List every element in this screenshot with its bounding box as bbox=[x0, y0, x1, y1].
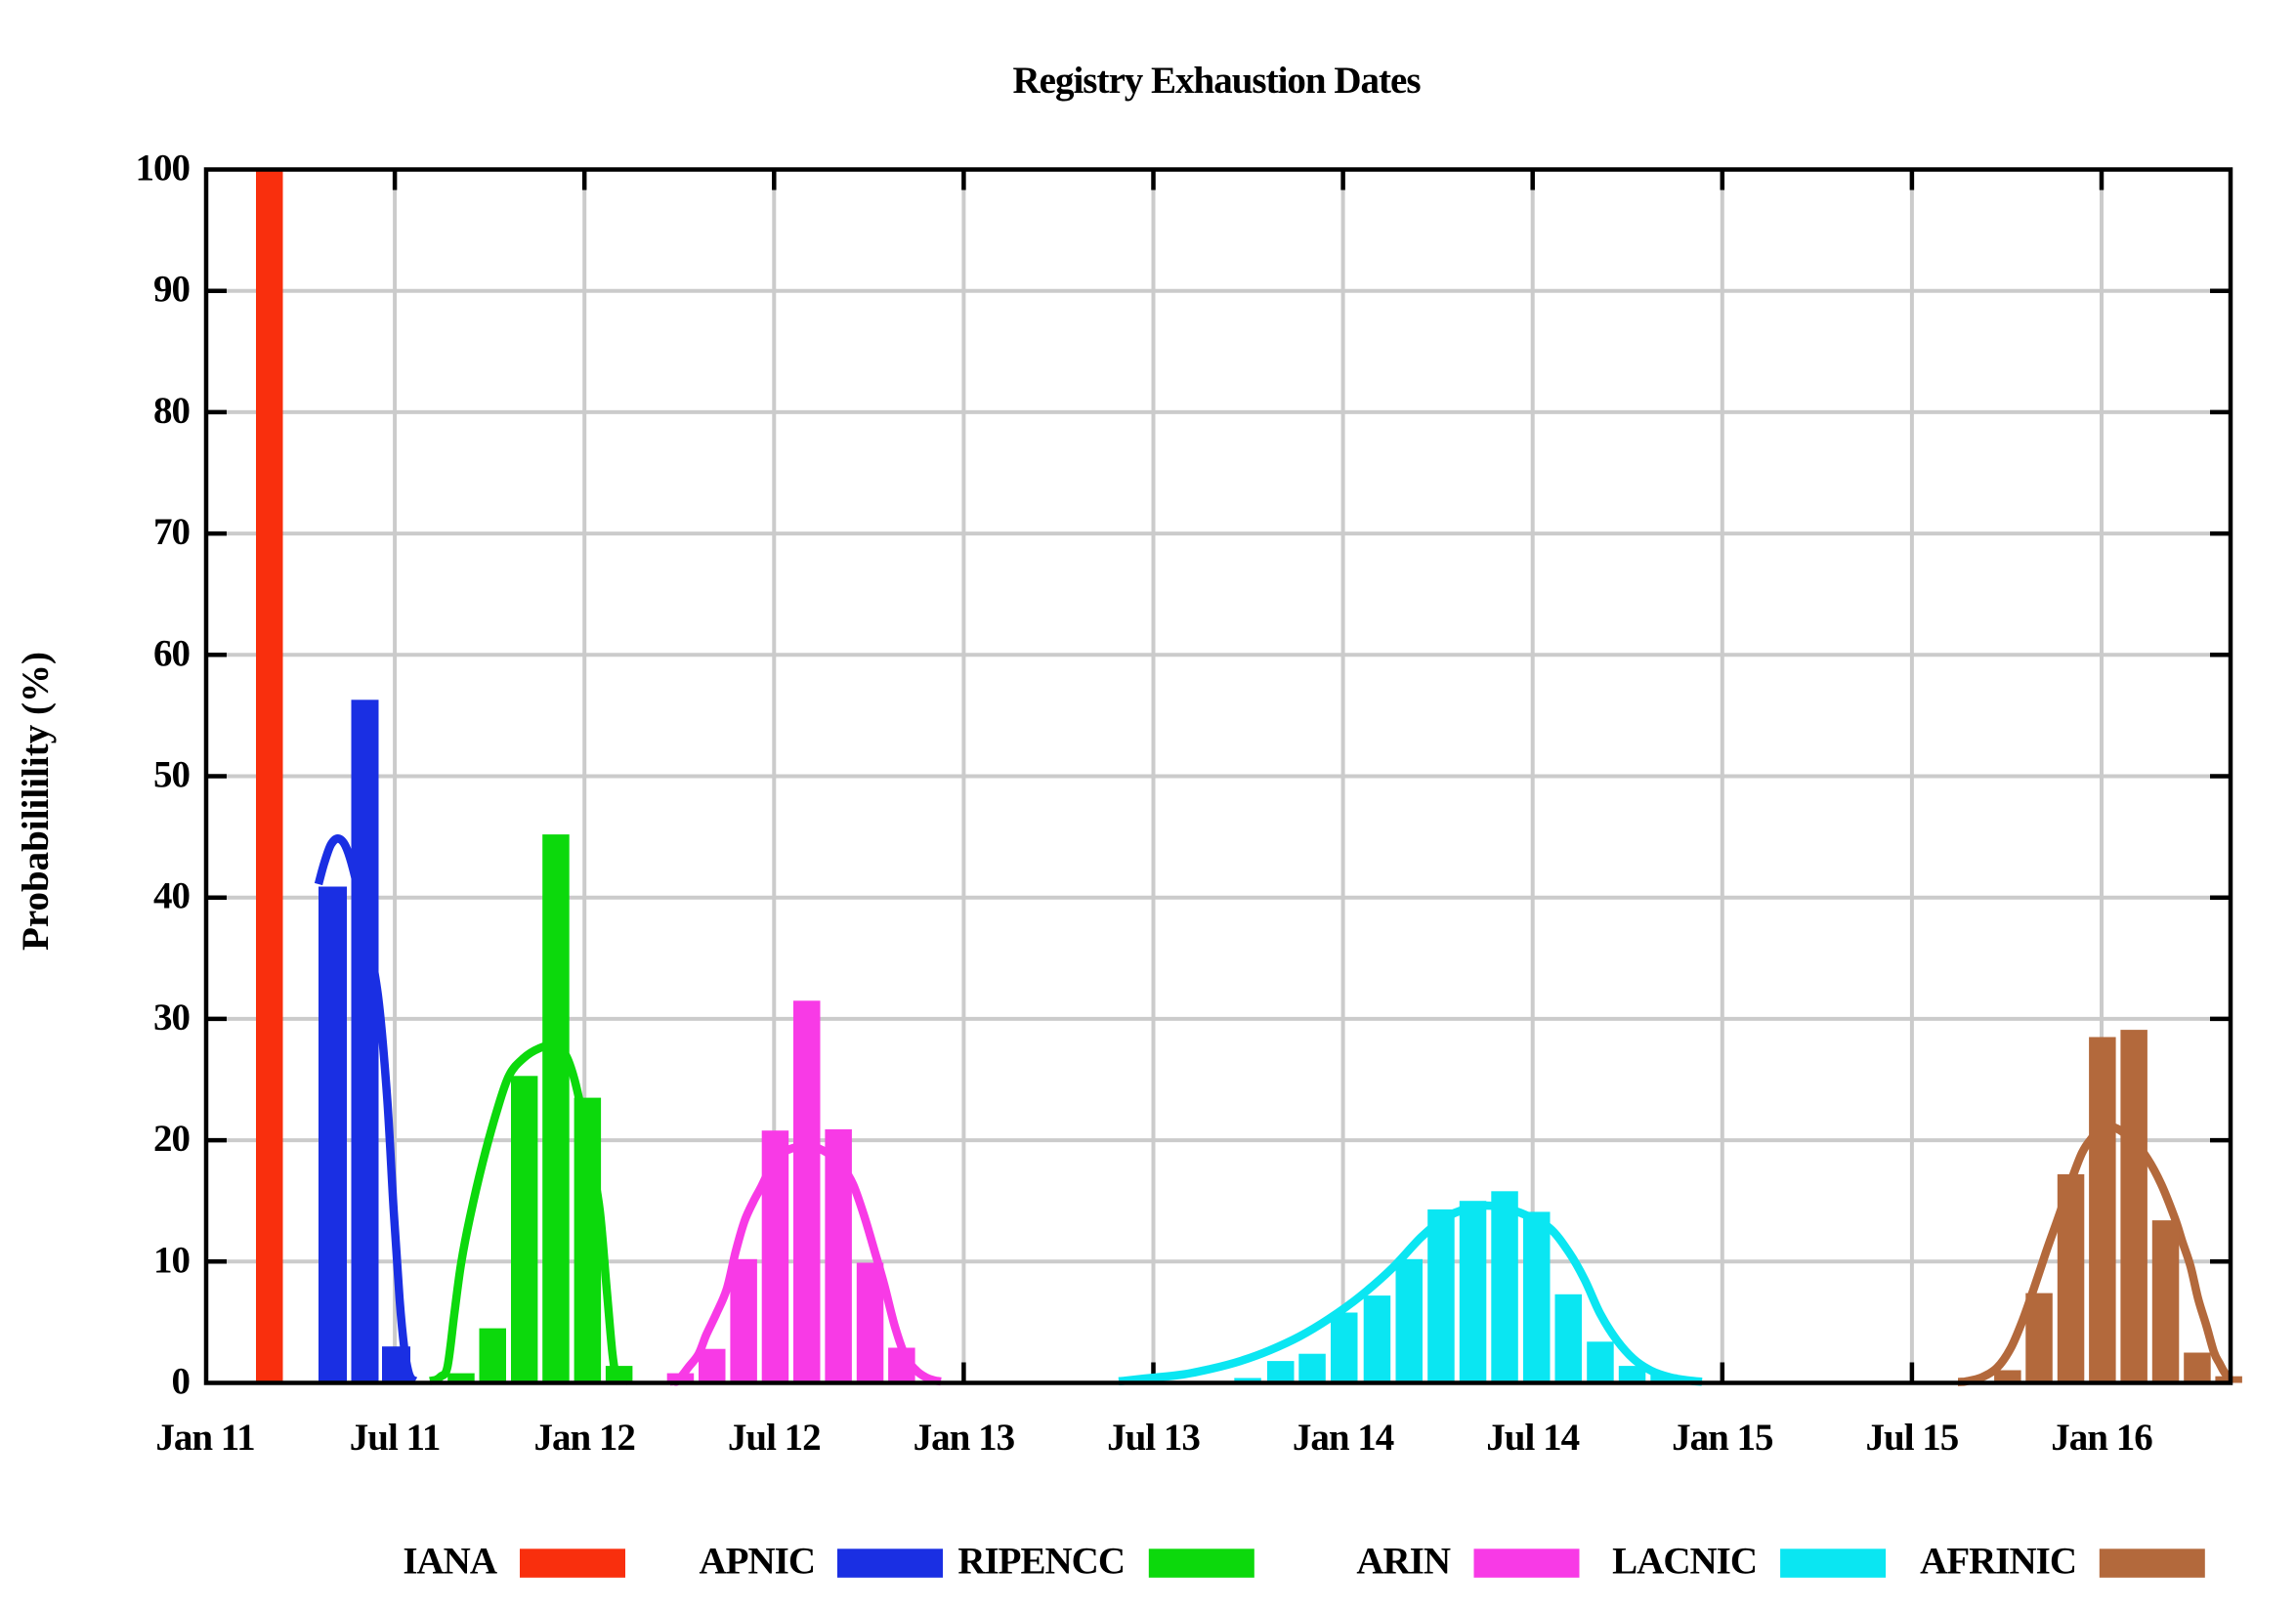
svg-text:Jul 11: Jul 11 bbox=[350, 1417, 441, 1459]
svg-text:Jan 12: Jan 12 bbox=[533, 1417, 634, 1459]
svg-text:70: 70 bbox=[153, 511, 191, 553]
svg-text:Jan 16: Jan 16 bbox=[2051, 1417, 2152, 1459]
svg-text:Jan 11: Jan 11 bbox=[155, 1417, 254, 1459]
svg-text:Jul 13: Jul 13 bbox=[1107, 1417, 1200, 1459]
svg-text:100: 100 bbox=[136, 148, 191, 190]
svg-text:Jan 13: Jan 13 bbox=[914, 1417, 1015, 1459]
svg-text:Jul 15: Jul 15 bbox=[1866, 1417, 1959, 1459]
svg-text:Registry Exhaustion Dates: Registry Exhaustion Dates bbox=[1012, 60, 1421, 102]
svg-text:IANA: IANA bbox=[403, 1541, 497, 1583]
svg-text:APNIC: APNIC bbox=[700, 1541, 816, 1583]
svg-text:50: 50 bbox=[153, 754, 191, 796]
svg-text:60: 60 bbox=[153, 632, 191, 674]
svg-text:Jan 14: Jan 14 bbox=[1293, 1417, 1394, 1459]
svg-text:40: 40 bbox=[153, 875, 191, 917]
svg-text:AFRINIC: AFRINIC bbox=[1920, 1541, 2076, 1583]
svg-text:10: 10 bbox=[153, 1239, 191, 1281]
svg-text:0: 0 bbox=[172, 1361, 191, 1403]
svg-text:80: 80 bbox=[153, 390, 191, 432]
svg-text:RIPENCC: RIPENCC bbox=[957, 1541, 1125, 1583]
svg-text:Jul 14: Jul 14 bbox=[1486, 1417, 1579, 1459]
svg-text:20: 20 bbox=[153, 1118, 191, 1160]
svg-text:ARIN: ARIN bbox=[1356, 1541, 1451, 1583]
svg-text:30: 30 bbox=[153, 997, 191, 1039]
svg-text:Probabililility (%): Probabililility (%) bbox=[15, 652, 57, 951]
svg-text:LACNIC: LACNIC bbox=[1612, 1541, 1757, 1583]
svg-text:90: 90 bbox=[153, 269, 191, 311]
svg-text:Jul 12: Jul 12 bbox=[728, 1417, 821, 1459]
svg-text:Jan 15: Jan 15 bbox=[1672, 1417, 1773, 1459]
